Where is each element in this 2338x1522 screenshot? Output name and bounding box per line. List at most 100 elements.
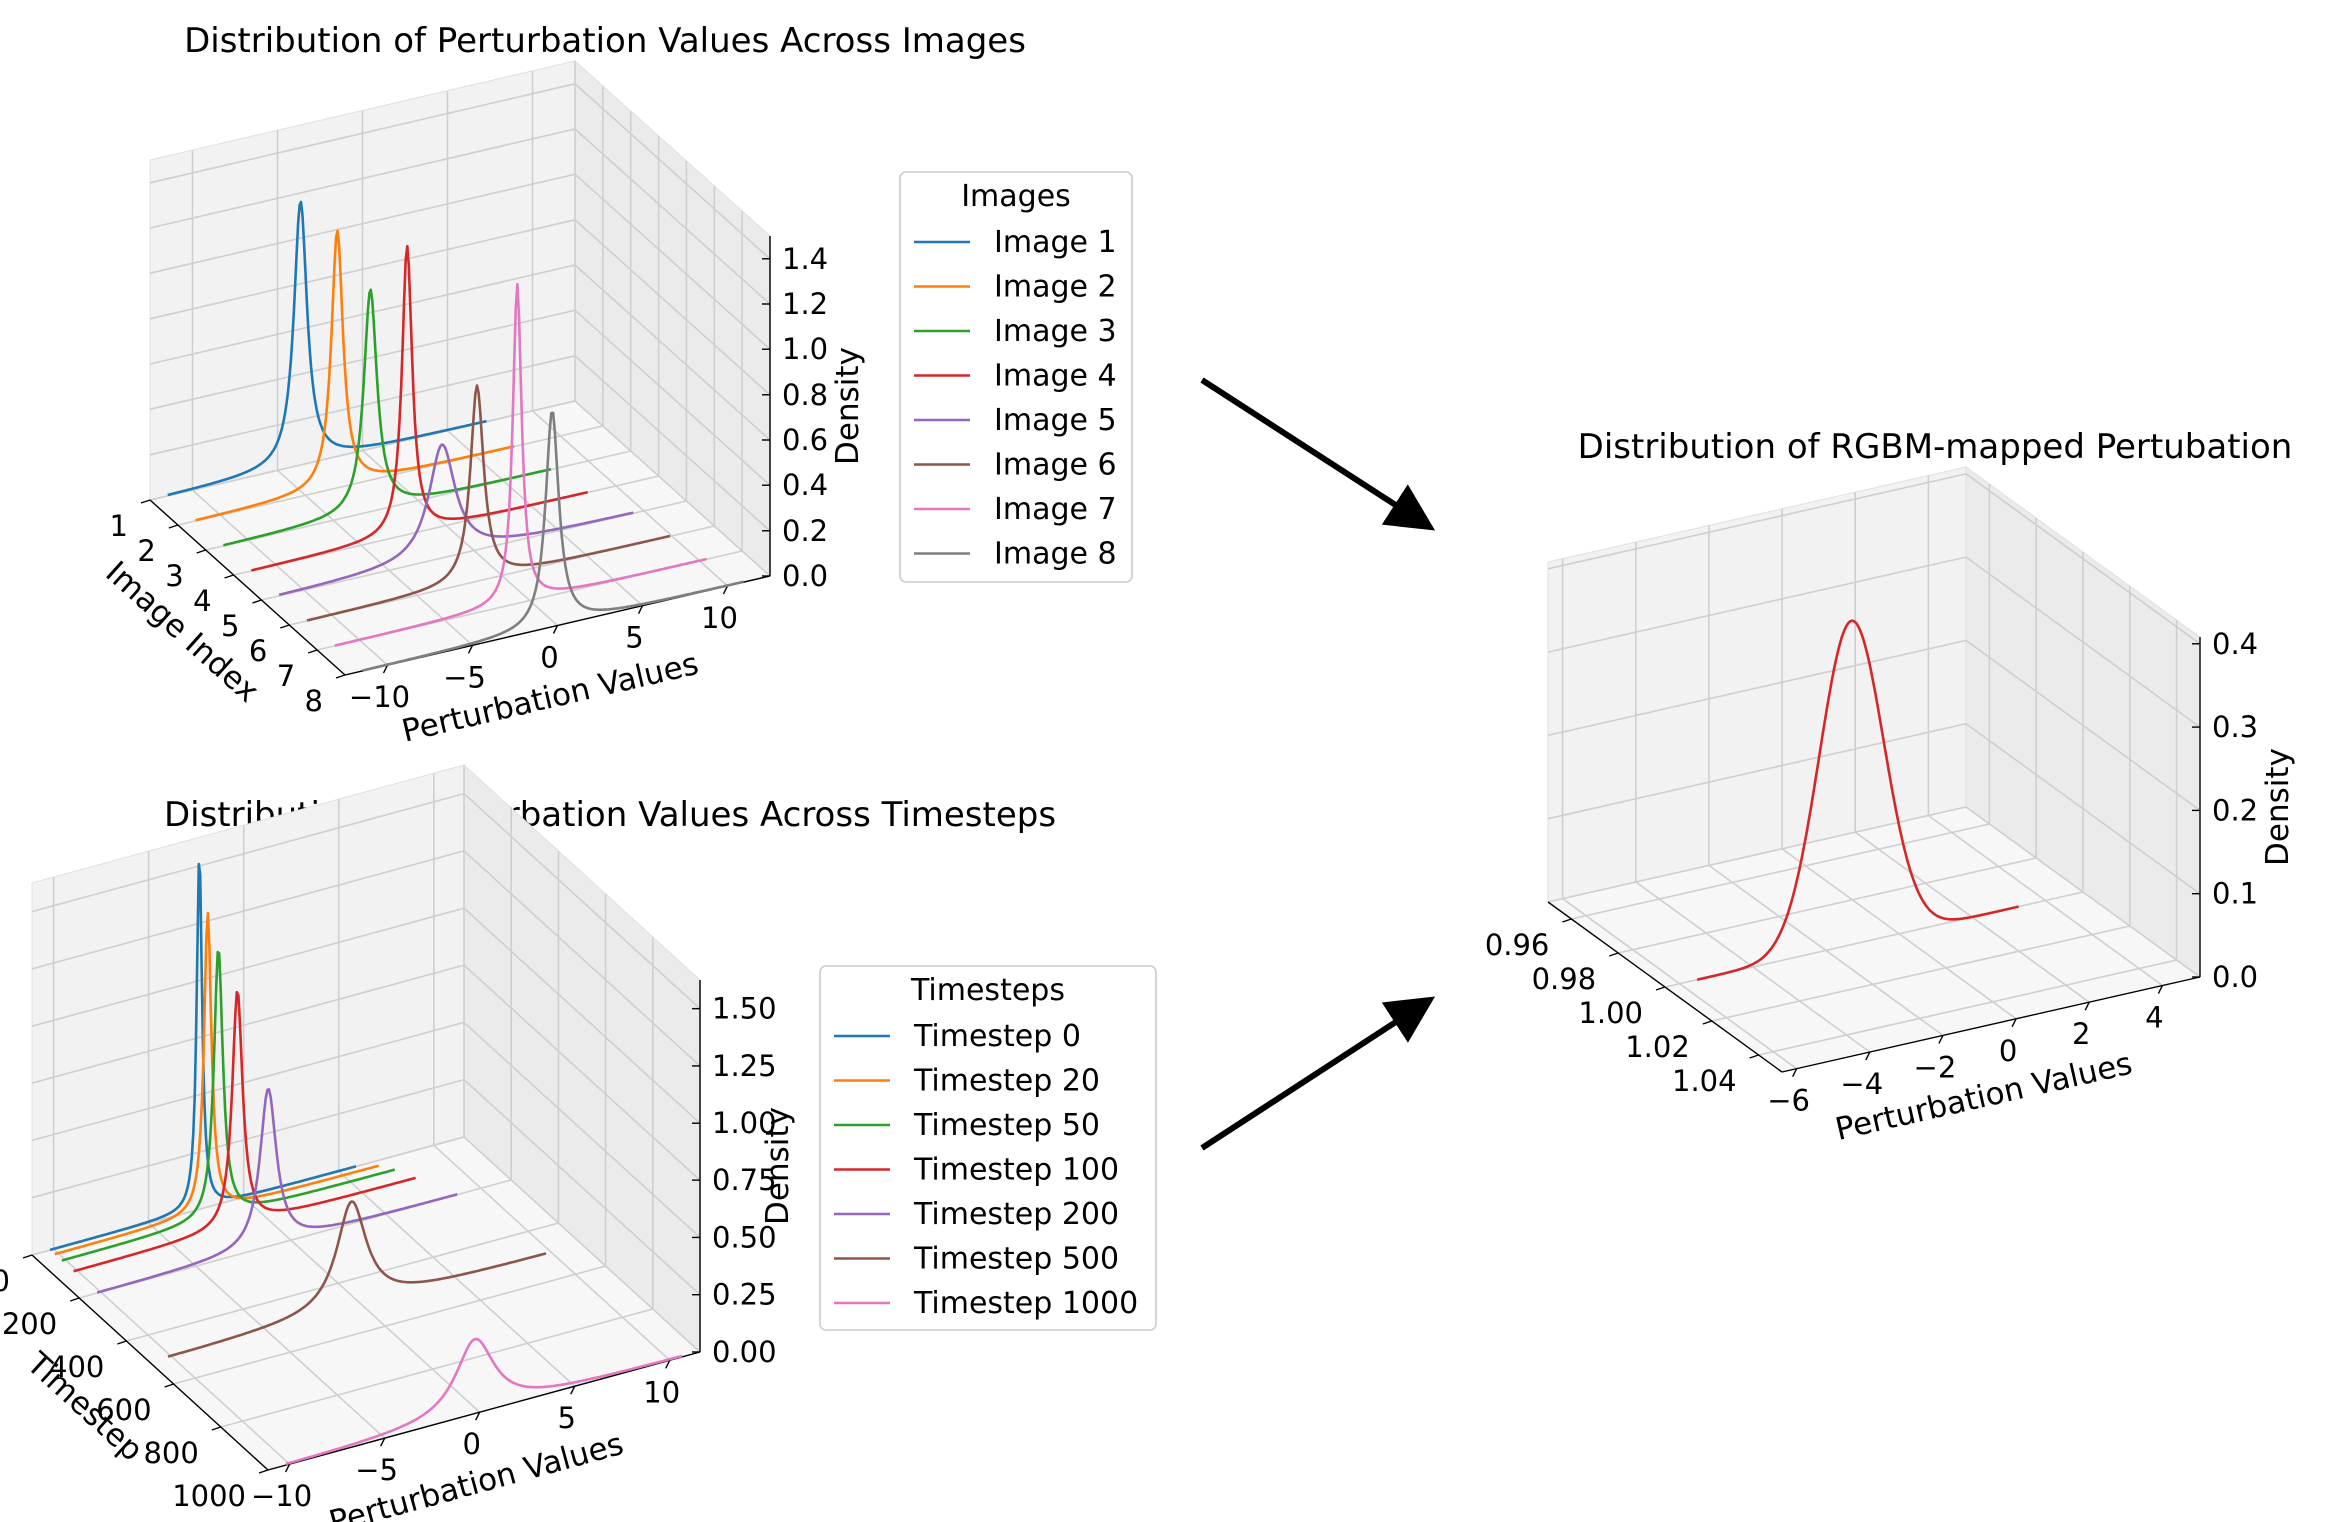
y-tick <box>69 1297 80 1302</box>
gridline-z <box>31 964 701 1181</box>
z-tick-label: 0.0 <box>782 559 828 593</box>
legend-item-label: Image 4 <box>994 359 1117 394</box>
z-tick-label: 0.25 <box>712 1278 777 1312</box>
gridline-z <box>149 218 771 396</box>
series-line <box>1696 619 2019 981</box>
gridline-z <box>149 82 771 260</box>
legend-item-label: Image 8 <box>994 537 1117 572</box>
y-tick-label: 1000 <box>172 1479 246 1513</box>
y-tick-label: 5 <box>221 609 239 643</box>
x-tick-label: −10 <box>251 1479 312 1513</box>
legend-item-label: Timestep 100 <box>913 1153 1119 1188</box>
y-tick-label: 0.98 <box>1532 962 1597 996</box>
y-tick-label: 8 <box>305 684 323 718</box>
legend-item-label: Timestep 20 <box>913 1064 1100 1099</box>
gridline-z <box>1547 722 2201 895</box>
series-line <box>251 244 588 572</box>
legend-item-label: Timestep 1000 <box>913 1286 1138 1321</box>
z-tick-label: 0.00 <box>712 1335 777 1369</box>
arrow-bottom <box>1200 996 1436 1151</box>
gridline-z <box>31 1078 701 1296</box>
y-tick-label: 1 <box>110 509 128 543</box>
y-axis-line <box>31 1254 269 1471</box>
gridline-z <box>1547 639 2201 812</box>
legend-title: Timesteps <box>910 973 1065 1008</box>
series-line <box>278 443 634 597</box>
y-tick <box>140 499 151 504</box>
gridline-z <box>149 309 771 486</box>
gridline-z <box>1547 806 2201 978</box>
chart-title: Distribution of Perturbation Values Acro… <box>184 21 1026 61</box>
series-line <box>223 288 552 547</box>
y-tick-label: 4 <box>193 584 211 618</box>
x-axis-line <box>1781 976 2201 1073</box>
series-line <box>195 229 515 522</box>
legend-item-label: Image 1 <box>994 225 1117 260</box>
x-tick <box>570 1385 576 1395</box>
legend-item-label: Timestep 200 <box>913 1197 1119 1232</box>
y-tick-label: 1.02 <box>1625 1030 1690 1064</box>
chart-timesteps: Distribution of Perturbation Values Acro… <box>0 763 1157 1522</box>
x-tick <box>2157 985 2164 994</box>
y-tick-label: 600 <box>96 1393 151 1427</box>
z-tick-label: 1.00 <box>712 1106 777 1140</box>
x-tick-label: −6 <box>1767 1084 1810 1118</box>
legend-item-label: Timestep 50 <box>913 1108 1100 1143</box>
y-tick <box>307 649 318 654</box>
series-line <box>334 282 707 647</box>
x-tick-label: 10 <box>643 1375 680 1409</box>
y-tick <box>280 624 290 629</box>
z-tick-label: 0.1 <box>2212 877 2258 911</box>
z-axis-label: Density <box>760 1107 796 1225</box>
z-tick-label: 0.4 <box>782 468 828 502</box>
series-line <box>73 990 416 1273</box>
x-tick-label: −2 <box>1914 1050 1957 1084</box>
x-tick-label: 0 <box>540 641 558 675</box>
gridline-z <box>149 400 771 577</box>
z-tick-label: 0.2 <box>782 514 828 548</box>
z-tick-label: 1.25 <box>712 1049 777 1083</box>
y-tick-label: 3 <box>165 559 183 593</box>
legend-item-label: Timestep 500 <box>913 1242 1119 1277</box>
y-tick-label: 1.04 <box>1672 1064 1737 1098</box>
legend-title: Images <box>961 179 1071 214</box>
series-line <box>285 1337 683 1466</box>
x-tick <box>1938 1035 1944 1044</box>
legend-box <box>899 171 1133 583</box>
legend-item-label: Image 3 <box>994 314 1117 349</box>
y-tick <box>1562 918 1572 923</box>
legend-box <box>819 965 1157 1331</box>
y-tick-label: 200 <box>2 1307 57 1341</box>
chart-rgbm: Distribution of RGBM-mapped Pertubation … <box>1485 427 2296 1148</box>
z-tick-label: 0.75 <box>712 1163 777 1197</box>
legend-item-label: Timestep 0 <box>913 1019 1081 1054</box>
y-tick-label: 800 <box>143 1436 198 1470</box>
gridline-z <box>149 354 771 532</box>
legend: Images Image 1 Image 2 Image 3 Image 4 Image … <box>899 171 1133 583</box>
x-tick-label: 5 <box>557 1401 575 1435</box>
arrow-top <box>1200 377 1436 531</box>
legend-item-label: Image 6 <box>994 448 1117 483</box>
y-tick <box>196 549 206 554</box>
x-tick <box>284 1463 291 1473</box>
z-tick-label: 1.2 <box>782 287 828 321</box>
y-tick <box>164 1383 174 1388</box>
x-tick <box>2084 1001 2090 1011</box>
legend-item-label: Image 2 <box>994 270 1117 305</box>
y-tick <box>1749 1054 1759 1059</box>
x-tick-label: 10 <box>701 601 738 635</box>
z-tick-label: 0.3 <box>2212 710 2258 744</box>
y-axis-line <box>149 499 346 676</box>
y-tick-label: 6 <box>249 634 267 668</box>
y-tick-label: 7 <box>277 659 295 693</box>
series-line <box>54 911 380 1256</box>
z-tick-label: 0.4 <box>2212 627 2258 661</box>
gridline-z <box>31 792 701 1010</box>
z-tick-label: 0.50 <box>712 1220 777 1254</box>
x-tick <box>722 585 729 595</box>
y-tick-label: 0.96 <box>1485 928 1550 962</box>
x-tick-label: −5 <box>355 1453 398 1487</box>
y-tick-label: 400 <box>49 1350 104 1384</box>
x-tick <box>637 605 644 615</box>
